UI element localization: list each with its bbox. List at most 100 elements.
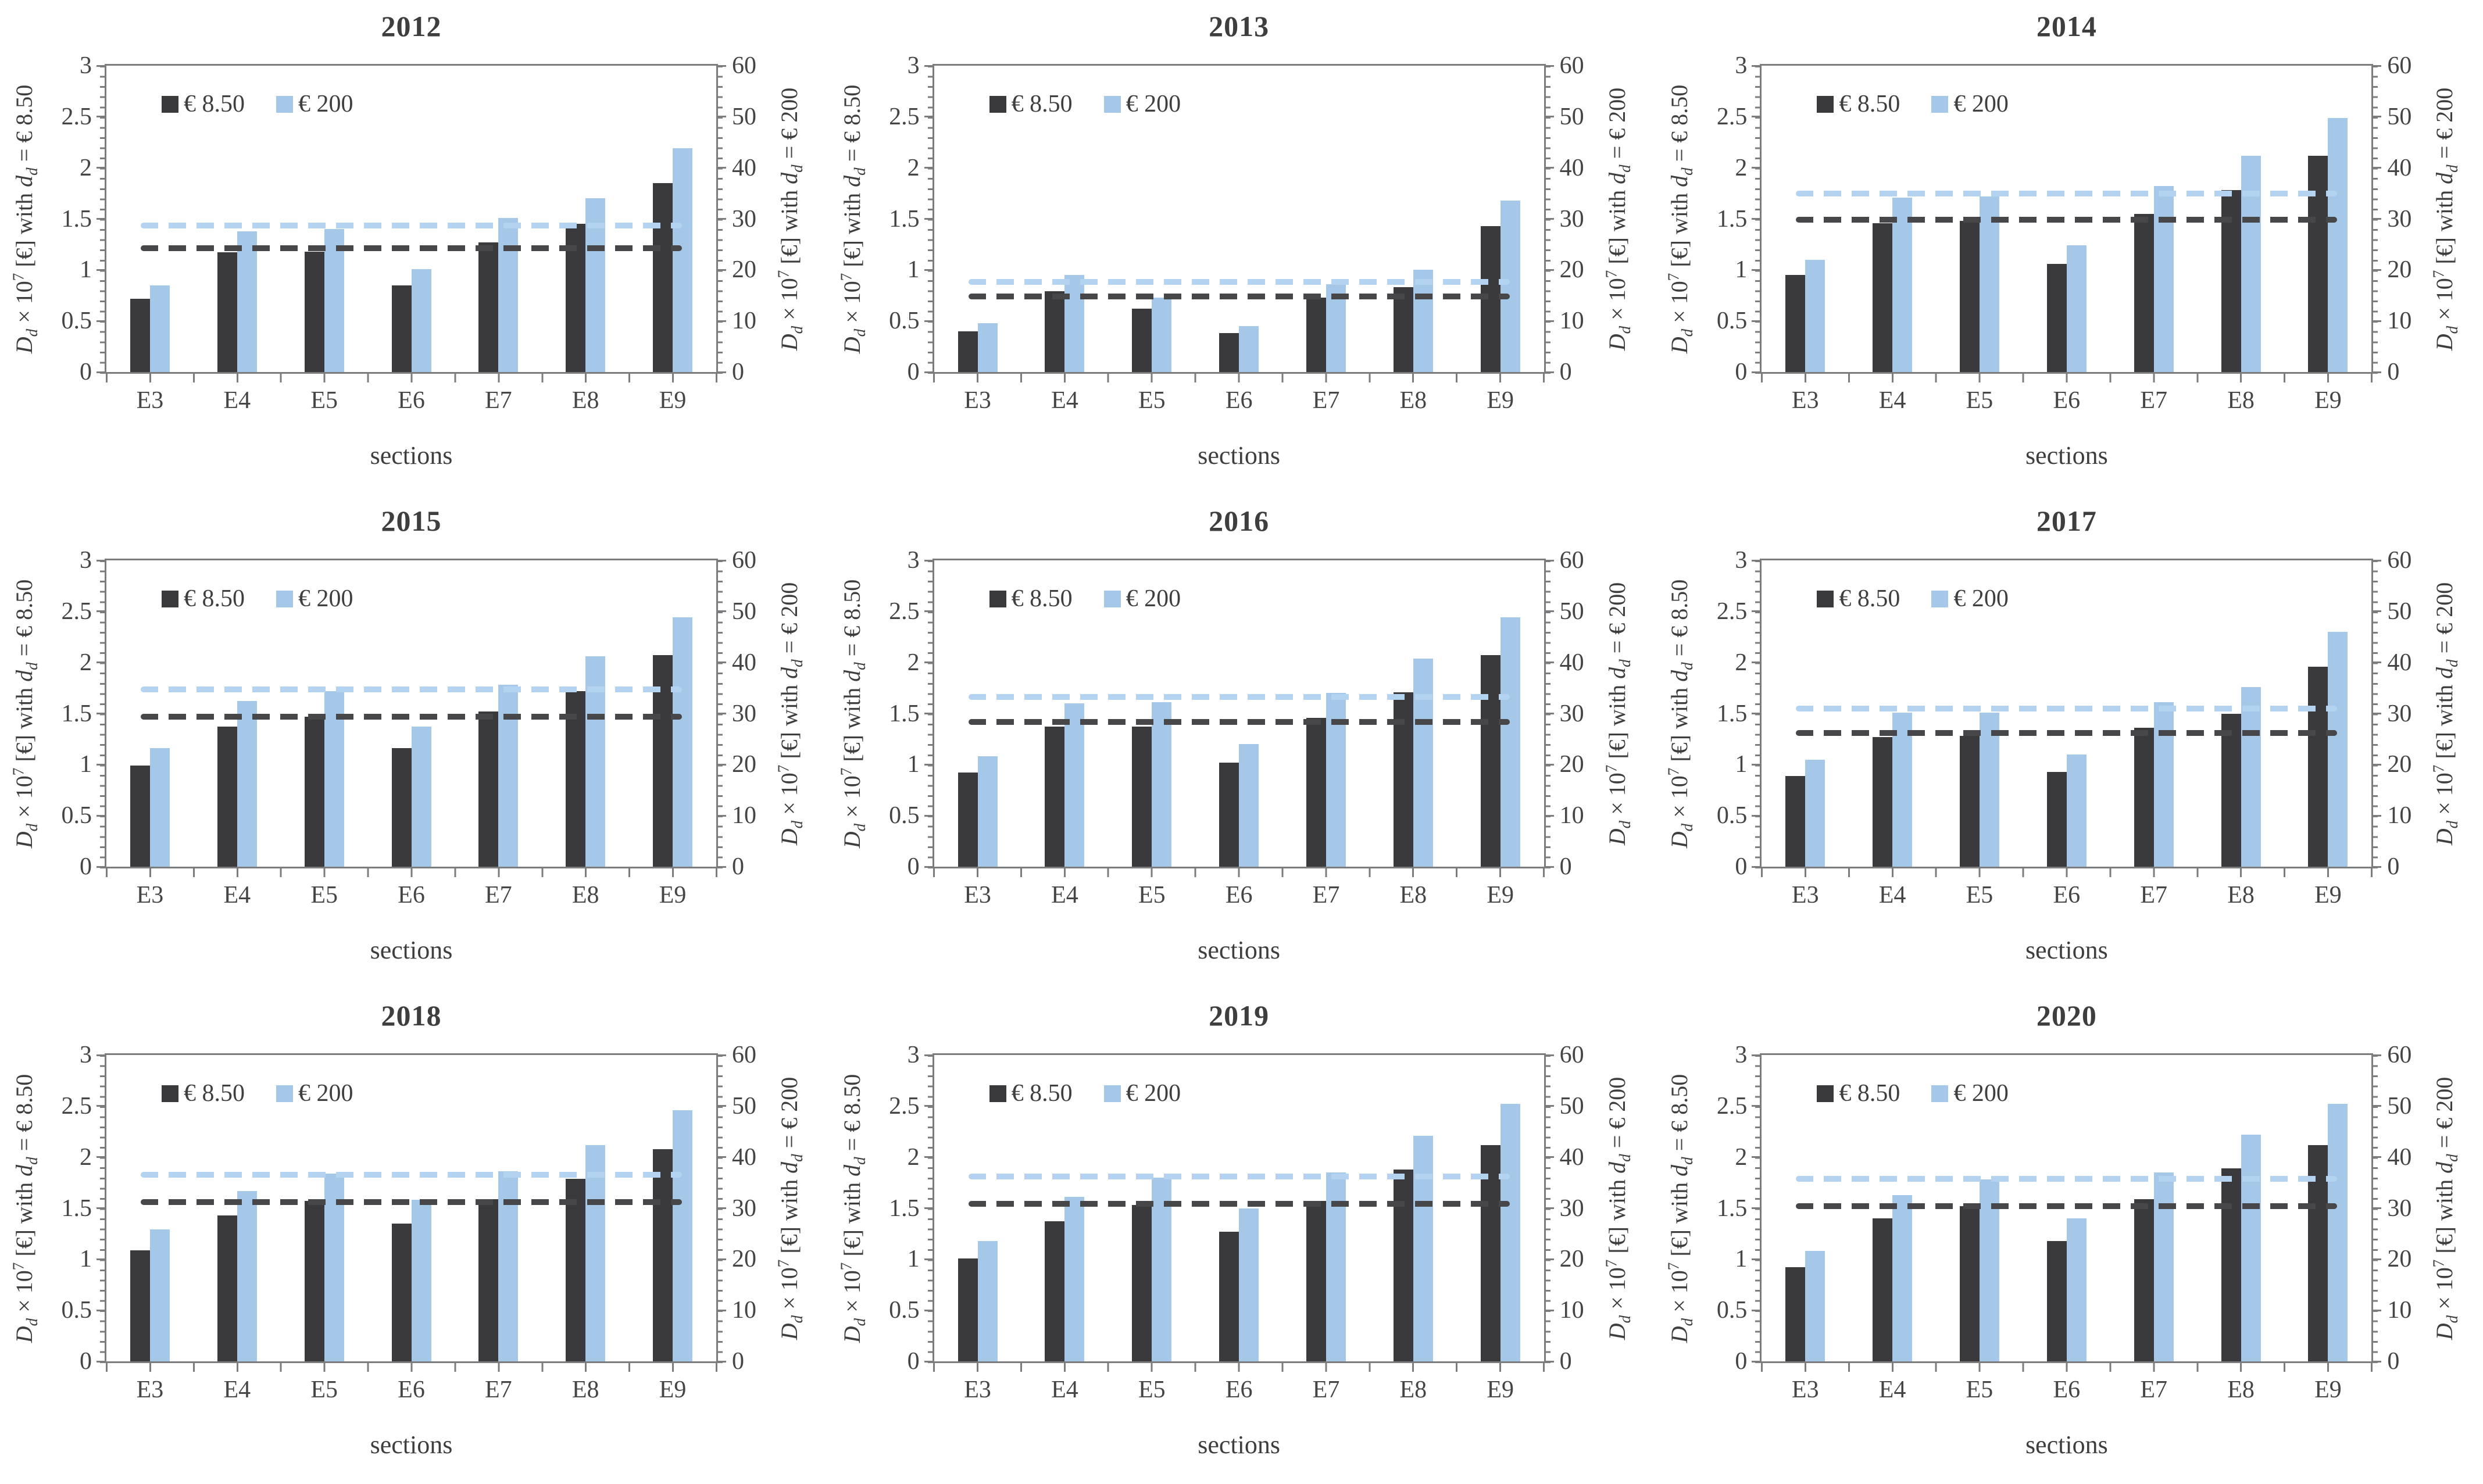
right-major-tick bbox=[718, 320, 726, 322]
legend-item: € 200 bbox=[1103, 1081, 1181, 1106]
left-major-tick bbox=[924, 1156, 933, 1158]
bar-€200-E6 bbox=[1239, 744, 1259, 867]
left-tick-label: 2.5 bbox=[1716, 1092, 1748, 1120]
x-tick-label: E9 bbox=[2314, 882, 2342, 909]
right-tick-label: 0 bbox=[2387, 359, 2400, 385]
chart-title: 2012 bbox=[381, 10, 442, 42]
legend-item: € 200 bbox=[276, 1081, 353, 1106]
left-tick-label: 0 bbox=[80, 359, 92, 385]
left-major-tick bbox=[924, 1258, 933, 1260]
legend-swatch-blue bbox=[276, 95, 293, 113]
x-tick-label: E4 bbox=[1878, 882, 1906, 909]
right-major-tick bbox=[1545, 1054, 1554, 1056]
left-tick-label: 2.5 bbox=[61, 1092, 92, 1120]
left-major-tick bbox=[97, 218, 105, 220]
bar-€8.50-E5 bbox=[304, 1201, 324, 1361]
legend-swatch-blue bbox=[276, 590, 293, 607]
left-major-tick bbox=[924, 218, 933, 220]
bar-€200-E8 bbox=[2241, 1135, 2261, 1361]
left-major-tick bbox=[1752, 1054, 1760, 1056]
x-tick-label: E5 bbox=[1138, 882, 1166, 909]
bar-€8.50-E9 bbox=[1480, 1145, 1500, 1361]
left-tick-label: 2.5 bbox=[1716, 598, 1748, 625]
x-tick-label: E8 bbox=[571, 1376, 599, 1403]
right-tick-label: 10 bbox=[732, 802, 756, 829]
right-tick-label: 10 bbox=[2387, 802, 2412, 829]
bar-€200-E4 bbox=[1892, 1195, 1913, 1361]
bar-€8.50-E7 bbox=[478, 711, 499, 867]
left-minor-ticks bbox=[1755, 1055, 1760, 1363]
left-minor-ticks bbox=[927, 66, 933, 374]
right-tick-label: 20 bbox=[1559, 1246, 1584, 1273]
bar-€8.50-E6 bbox=[2046, 263, 2067, 372]
right-major-tick bbox=[718, 167, 726, 169]
plot-area: € 8.50 € 200 bbox=[1760, 1053, 2374, 1363]
right-major-tick bbox=[1545, 559, 1554, 562]
left-tick-label: 3 bbox=[80, 547, 92, 574]
right-major-tick bbox=[2373, 1258, 2382, 1260]
left-major-tick bbox=[97, 763, 105, 766]
bar-€200-E6 bbox=[1239, 1208, 1259, 1361]
x-tick-label: E4 bbox=[1051, 387, 1078, 414]
left-major-tick bbox=[924, 65, 933, 67]
bar-€200-E3 bbox=[149, 1229, 170, 1361]
chart-cell: 2020 Dd × 107 [€] with dd = € 8.50 Dd × … bbox=[1655, 989, 2482, 1484]
right-major-tick bbox=[1545, 116, 1554, 118]
x-tick-label: E5 bbox=[310, 387, 338, 414]
legend-item: € 8.50 bbox=[1817, 587, 1900, 611]
left-tick-label: 2.5 bbox=[889, 103, 920, 130]
right-tick-label: 10 bbox=[1559, 307, 1584, 335]
x-axis-title: sections bbox=[2025, 1431, 2108, 1459]
right-major-tick bbox=[1545, 371, 1554, 373]
right-major-tick bbox=[1545, 814, 1554, 817]
mean-line-200 bbox=[1796, 191, 2338, 197]
right-tick-label: 20 bbox=[2387, 751, 2412, 778]
left-major-tick bbox=[97, 371, 105, 373]
bar-€200-E4 bbox=[237, 701, 257, 867]
bar-€8.50-E4 bbox=[1045, 727, 1065, 867]
legend-swatch-dark bbox=[1817, 590, 1834, 607]
left-major-tick bbox=[924, 371, 933, 373]
right-major-tick bbox=[1545, 1207, 1554, 1209]
left-major-tick bbox=[1752, 65, 1760, 67]
bar-€8.50-E3 bbox=[130, 766, 150, 867]
x-tick-label: E7 bbox=[1312, 882, 1340, 909]
left-major-tick bbox=[97, 269, 105, 271]
left-tick-label: 1 bbox=[907, 751, 920, 778]
bar-€200-E9 bbox=[2328, 117, 2348, 372]
bar-€200-E9 bbox=[673, 1110, 693, 1361]
bar-€200-E4 bbox=[237, 1190, 257, 1361]
left-major-tick bbox=[1752, 1105, 1760, 1107]
bar-€200-E5 bbox=[1152, 297, 1172, 372]
left-major-tick bbox=[924, 559, 933, 562]
x-tick-label: E7 bbox=[485, 1376, 512, 1403]
left-minor-ticks bbox=[100, 1055, 105, 1363]
bottom-ticks bbox=[933, 374, 1545, 382]
bar-€8.50-E7 bbox=[1306, 717, 1326, 867]
bar-€8.50-E3 bbox=[1785, 275, 1806, 372]
right-tick-label: 40 bbox=[732, 1143, 756, 1171]
x-tick-label: E9 bbox=[1487, 1376, 1514, 1403]
legend-label: € 200 bbox=[1126, 91, 1181, 117]
legend-swatch-dark bbox=[162, 95, 178, 113]
bar-€8.50-E6 bbox=[2046, 771, 2067, 867]
bar-€200-E5 bbox=[1979, 712, 1999, 867]
x-tick-label: E5 bbox=[1138, 1376, 1166, 1403]
right-tick-label: 50 bbox=[2387, 598, 2412, 625]
legend-item: € 8.50 bbox=[162, 587, 245, 611]
legend-label: € 8.50 bbox=[1011, 1080, 1073, 1107]
bar-€200-E6 bbox=[2066, 1218, 2087, 1361]
legend-swatch-blue bbox=[1931, 95, 1949, 113]
bar-€8.50-E7 bbox=[1306, 297, 1326, 372]
bar-€200-E7 bbox=[2153, 1172, 2174, 1361]
legend-label: € 8.50 bbox=[184, 91, 245, 117]
left-tick-label: 1 bbox=[80, 256, 92, 284]
x-tick-label: E5 bbox=[1966, 882, 1993, 909]
bottom-ticks bbox=[933, 868, 1545, 877]
legend-item: € 8.50 bbox=[162, 92, 245, 116]
x-tick-label: E3 bbox=[1791, 387, 1819, 414]
right-minor-ticks bbox=[1545, 560, 1550, 868]
bar-€200-E3 bbox=[977, 323, 998, 372]
right-major-tick bbox=[2373, 1360, 2382, 1363]
legend-label: € 200 bbox=[1953, 91, 2009, 117]
